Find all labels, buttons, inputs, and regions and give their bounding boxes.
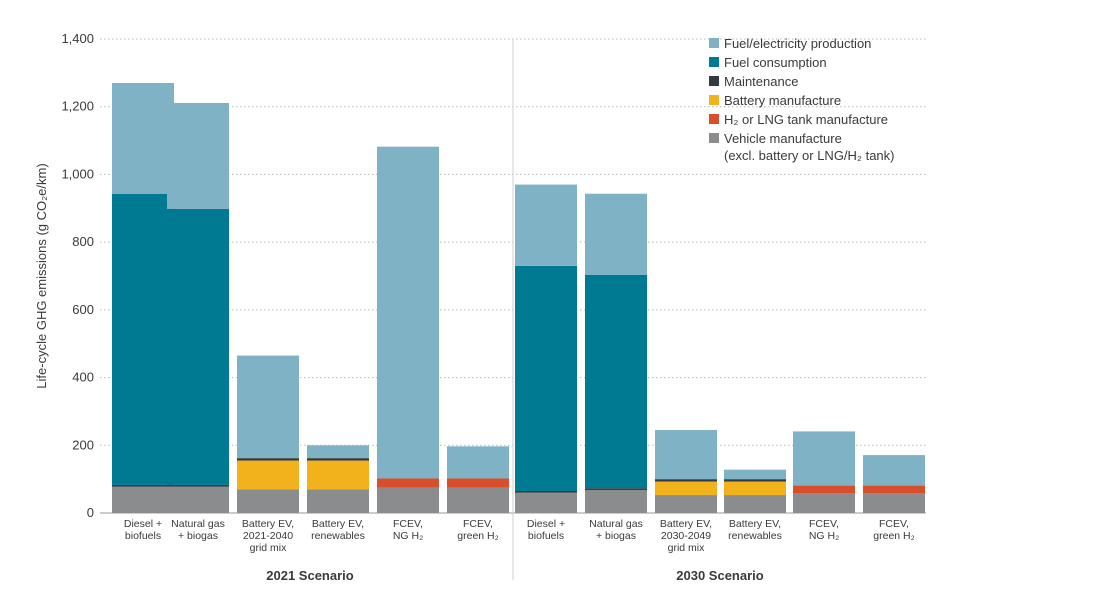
legend-label: Vehicle manufacture [724,131,842,146]
bar-segment [655,479,717,482]
bar-segment [447,446,509,479]
bar-segment [237,458,299,461]
bar-segment [724,495,786,513]
legend-label: (excl. battery or LNG/H₂ tank) [724,148,895,163]
legend-label: Maintenance [724,74,798,89]
bar-segment [167,484,229,487]
bar-segment [585,274,647,489]
bar-segment [585,193,647,275]
bar-segment [793,493,855,513]
legend-label: Battery manufacture [724,93,841,108]
bar-segment [793,431,855,486]
x-tick-label: Battery EV, renewables [311,518,365,542]
group-label: 2030 Scenario [676,568,764,583]
legend-label: Fuel consumption [724,55,827,70]
x-tick-label: FCEV, green H₂ [457,518,498,542]
bar-segment [724,469,786,480]
bar-segment [237,460,299,490]
y-tick-label: 600 [72,302,94,317]
legend-swatch [709,57,719,67]
legend-swatch [709,114,719,124]
bar-segment [307,445,369,459]
bar-segment [585,488,647,490]
x-tick-label: Diesel + biofuels [527,518,565,542]
bar-segment [724,479,786,482]
legend-swatch [709,38,719,48]
bar-segment [167,208,229,485]
bar-segment [793,485,855,494]
legend-swatch [709,95,719,105]
x-tick-label: FCEV, NG H₂ [809,518,839,542]
y-tick-label: 0 [87,505,94,520]
legend-swatch [709,76,719,86]
y-tick-label: 400 [72,370,94,385]
x-tick-label: Battery EV, 2021-2040 grid mix [242,518,294,554]
bar-segment [515,265,577,491]
y-tick-label: 800 [72,234,94,249]
legend-swatch [709,133,719,143]
y-tick-label: 1,400 [61,31,94,46]
bar-segment [447,478,509,488]
bar-segment [307,460,369,490]
bar-segment [724,481,786,496]
bar-segment [167,102,229,209]
bar-segment [863,455,925,486]
bar-segment [655,430,717,480]
bar-segment [515,184,577,266]
y-tick-label: 200 [72,437,94,452]
bar-segment [112,484,174,487]
x-tick-label: FCEV, NG H₂ [393,518,423,542]
bar-segment [377,146,439,479]
bar-segment [112,193,174,485]
x-tick-label: Diesel + biofuels [124,518,162,542]
bar-segment [655,495,717,513]
legend-label: Fuel/electricity production [724,36,871,51]
y-axis-label: Life-cycle GHG emissions (g CO₂e/km) [34,163,49,388]
bar-segment [237,489,299,513]
x-tick-label: Battery EV, renewables [728,518,782,542]
bar-segment [515,492,577,513]
bar-segment [655,481,717,496]
bar-segment [237,355,299,459]
bar-segment [515,490,577,493]
bar-segment [863,493,925,513]
x-tick-label: Natural gas + biogas [171,518,225,542]
bar-segment [112,83,174,194]
bar-segment [377,487,439,513]
x-tick-label: Natural gas + biogas [589,518,643,542]
group-label: 2021 Scenario [266,568,354,583]
x-tick-label: Battery EV, 2030-2049 grid mix [660,518,712,554]
bar-segment [585,489,647,513]
legend-label: H₂ or LNG tank manufacture [724,112,888,127]
y-tick-label: 1,200 [61,99,94,114]
bar-segment [377,478,439,488]
bar-segment [307,458,369,461]
y-tick-label: 1,000 [61,166,94,181]
bar-segment [307,489,369,513]
bar-segment [863,485,925,494]
bar-segment [447,487,509,513]
bar-segment [167,486,229,513]
bar-segment [112,486,174,513]
x-tick-label: FCEV, green H₂ [873,518,914,542]
